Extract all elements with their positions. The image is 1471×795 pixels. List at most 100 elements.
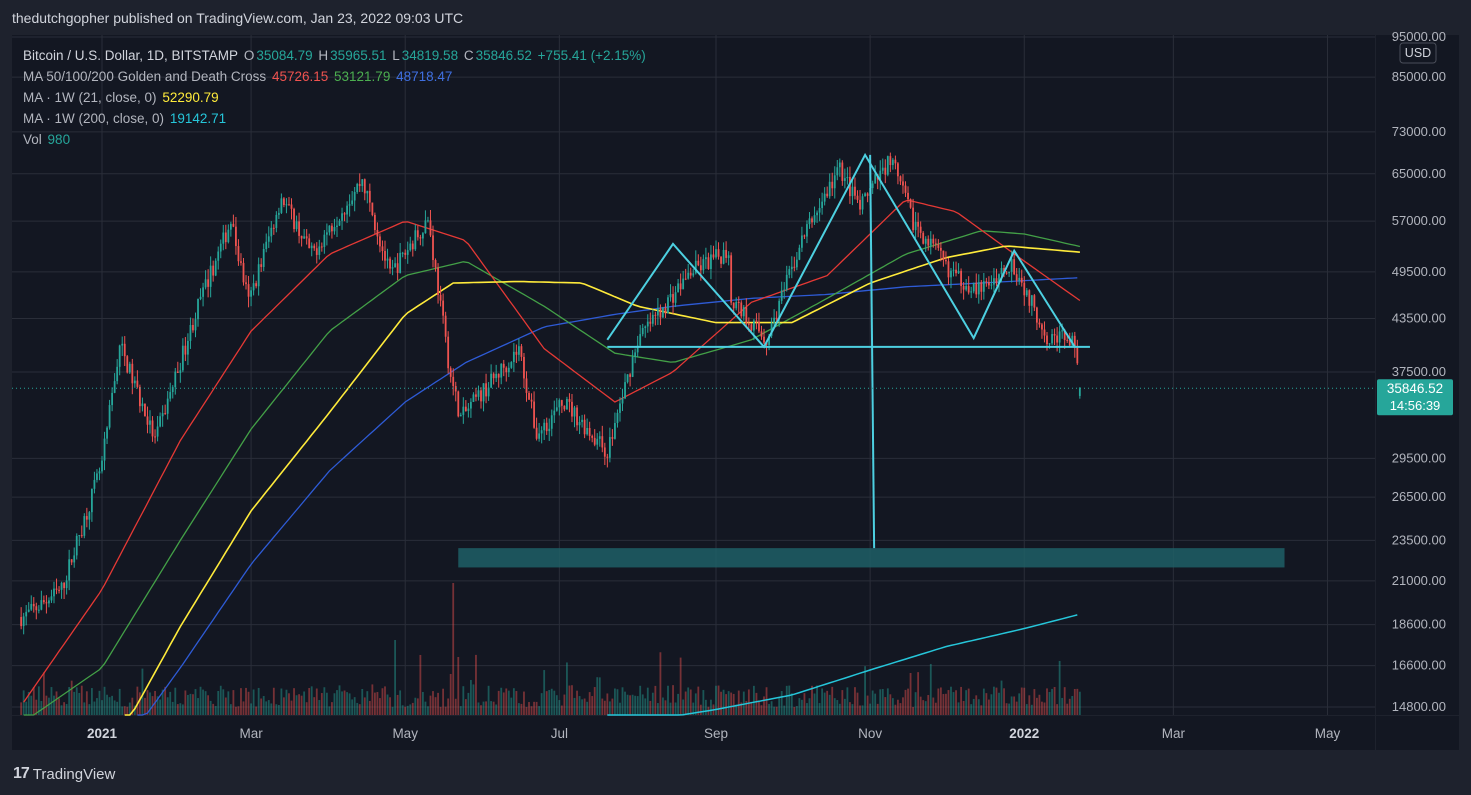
candle-body — [275, 214, 278, 228]
candle-body — [331, 225, 333, 232]
volume-bar — [318, 700, 321, 715]
candle-body — [808, 218, 811, 225]
volume-bar — [581, 699, 583, 715]
volume-bar — [78, 692, 81, 715]
volume-bar — [990, 694, 993, 715]
volume-bar — [894, 704, 897, 715]
candle-body — [368, 190, 371, 203]
candle-body — [308, 238, 311, 249]
volume-bar — [209, 700, 212, 715]
volume-bar — [376, 692, 379, 715]
legend-ma21w-row[interactable]: MA · 1W (21, close, 0) 52290.79 — [23, 87, 648, 108]
candle-body — [45, 602, 48, 604]
candle-body — [156, 426, 159, 437]
candle-body — [763, 336, 765, 343]
legend-symbol-row[interactable]: Bitcoin / U.S. Dollar, 1D, BITSTAMP O 350… — [23, 45, 648, 66]
legend-ma200w-row[interactable]: MA · 1W (200, close, 0) 19142.71 — [23, 108, 648, 129]
volume-bar — [747, 689, 750, 715]
volume-bar — [1013, 696, 1016, 715]
volume-bar — [50, 687, 53, 715]
candle-body — [558, 400, 561, 408]
volume-bar — [833, 698, 836, 715]
volume-bar — [548, 690, 551, 715]
volume-bar — [452, 583, 455, 715]
volume-bar — [813, 693, 816, 715]
volume-bar — [80, 685, 83, 715]
volume-bar — [389, 697, 391, 715]
candle-body — [937, 244, 940, 248]
volume-bar — [922, 700, 925, 715]
candle-body — [480, 390, 482, 402]
volume-bar — [156, 696, 159, 715]
candle-body — [217, 251, 220, 261]
volume-bar — [250, 703, 252, 715]
candle-body — [730, 255, 733, 303]
volume-bar — [927, 695, 930, 715]
volume-bar — [144, 697, 146, 715]
candle-body — [133, 380, 136, 384]
candle-body — [806, 224, 808, 237]
volume-bar — [341, 691, 343, 715]
volume-bar — [437, 692, 439, 715]
volume-bar — [275, 704, 278, 715]
price-axis[interactable] — [1376, 35, 1459, 715]
volume-bar — [181, 704, 184, 715]
volume-bar — [459, 706, 462, 715]
candle-body — [78, 535, 81, 537]
volume-bar — [260, 698, 263, 715]
volume-bar — [126, 706, 129, 715]
candle-body — [621, 398, 624, 404]
tradingview-brand[interactable]: 17 TradingView — [13, 765, 115, 783]
volume-bar — [404, 706, 407, 715]
candle-body — [790, 266, 793, 270]
candle-body — [505, 367, 508, 373]
candle-body — [320, 246, 323, 248]
volume-bar — [553, 690, 556, 715]
time-axis[interactable] — [12, 716, 1375, 750]
chart-panel[interactable] — [12, 35, 1375, 715]
volume-bar — [1063, 687, 1066, 715]
time-tick-label: 2022 — [1009, 726, 1039, 741]
candle-body — [88, 512, 91, 520]
volume-bar — [242, 701, 245, 715]
chart-legend: Bitcoin / U.S. Dollar, 1D, BITSTAMP O 350… — [23, 45, 648, 150]
candle-body — [770, 322, 773, 336]
candle-body — [199, 296, 202, 300]
candle-body — [462, 406, 465, 415]
volume-bar — [998, 692, 1000, 715]
candle-body — [849, 176, 851, 197]
legend-ma-cross-row[interactable]: MA 50/100/200 Golden and Death Cross 457… — [23, 66, 648, 87]
candle-body — [727, 255, 730, 258]
ma50-line — [23, 199, 1081, 703]
candle-body — [530, 399, 533, 402]
volume-bar — [384, 686, 386, 715]
candle-body — [376, 230, 379, 237]
volume-bar — [846, 687, 849, 715]
candle-body — [75, 535, 78, 556]
candle-body — [990, 284, 993, 286]
volume-bar — [828, 694, 831, 715]
candle-body — [293, 208, 295, 230]
candle-body — [788, 269, 791, 275]
time-tick-label: Mar — [1162, 726, 1186, 741]
volume-bar — [523, 691, 525, 715]
candle-body — [131, 363, 134, 384]
volume-bar — [502, 692, 505, 715]
volume-bar — [176, 704, 179, 715]
volume-bar — [1078, 691, 1081, 715]
candle-body — [801, 235, 803, 248]
volume-bar — [619, 702, 621, 715]
volume-bar — [520, 703, 523, 715]
candle-body — [909, 199, 912, 208]
candle-body — [192, 325, 194, 331]
candle-body — [272, 227, 275, 229]
candle-body — [538, 433, 541, 439]
volume-bar — [871, 690, 874, 715]
volume-value: 980 — [47, 132, 71, 147]
legend-volume-row[interactable]: Vol 980 — [23, 129, 648, 150]
volume-bar — [48, 697, 50, 715]
volume-bar — [608, 701, 611, 715]
ma-cross-title: MA 50/100/200 Golden and Death Cross — [23, 69, 267, 84]
volume-bar — [37, 686, 40, 715]
volume-bar — [475, 654, 477, 715]
